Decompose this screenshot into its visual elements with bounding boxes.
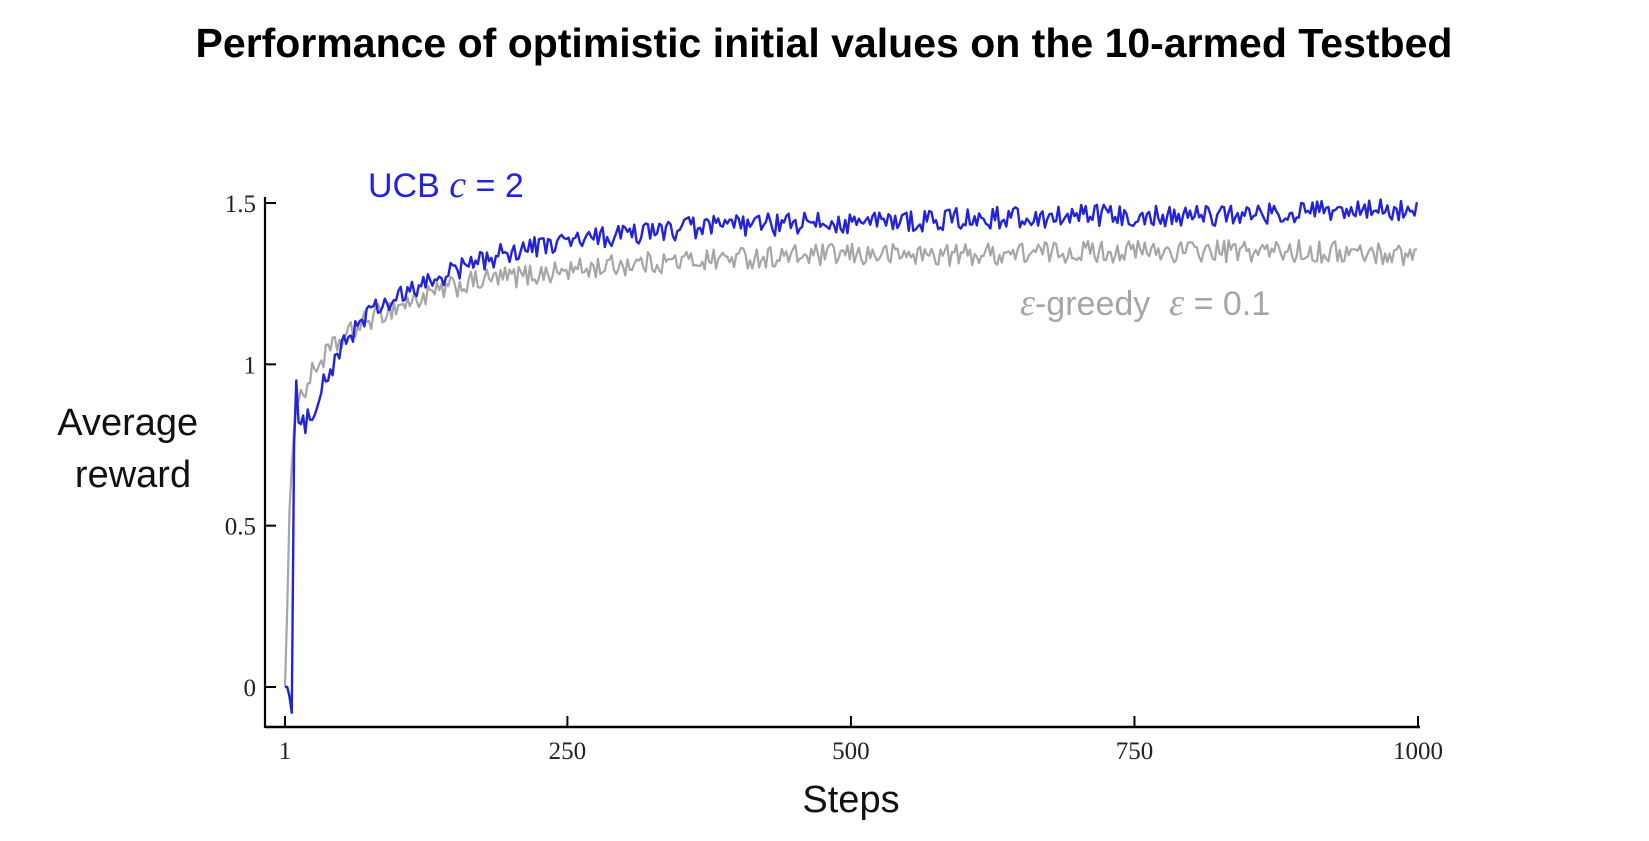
- x-tick-label: 1000: [1393, 738, 1443, 765]
- x-tick-label: 250: [549, 738, 587, 765]
- ucb-label-suffix: = 2: [466, 167, 524, 205]
- ucb-series-line: [285, 198, 1419, 714]
- egreedy-label-var: ε: [1169, 282, 1184, 324]
- y-axis-label: Average reward: [57, 402, 208, 496]
- x-tick-label: 500: [832, 738, 870, 765]
- y-tick-label: 1: [244, 352, 257, 379]
- y-tick-label: 0.5: [225, 514, 256, 541]
- x-axis-label: Steps: [802, 779, 899, 821]
- x-ticks: 1 250 500 750 1000: [279, 716, 1443, 765]
- ucb-label-var: c: [449, 164, 466, 206]
- x-tick-label: 1: [279, 738, 292, 765]
- egreedy-label-middle: -greedy: [1035, 285, 1169, 323]
- egreedy-label-suffix: = 0.1: [1184, 285, 1270, 323]
- egreedy-label-prefix: ε: [1020, 282, 1035, 324]
- y-axis-label-line-2: reward: [75, 454, 191, 496]
- egreedy-series-line: [283, 239, 1417, 688]
- plot-area: 1 250 500 750 1000 0 0.5 1 1.5: [225, 191, 1443, 765]
- ucb-label-prefix: UCB: [368, 167, 449, 205]
- y-tick-label: 0: [244, 675, 257, 702]
- ucb-series-label: UCB c = 2: [368, 164, 524, 206]
- chart-title: Performance of optimistic initial values…: [196, 20, 1453, 66]
- y-ticks: 0 0.5 1 1.5: [225, 191, 276, 702]
- egreedy-series-label: ε-greedy ε = 0.1: [1020, 282, 1270, 324]
- x-tick-label: 750: [1116, 738, 1154, 765]
- series-lines: [283, 198, 1419, 714]
- y-tick-label: 1.5: [225, 191, 256, 218]
- y-axis-label-line-1: Average: [57, 402, 198, 444]
